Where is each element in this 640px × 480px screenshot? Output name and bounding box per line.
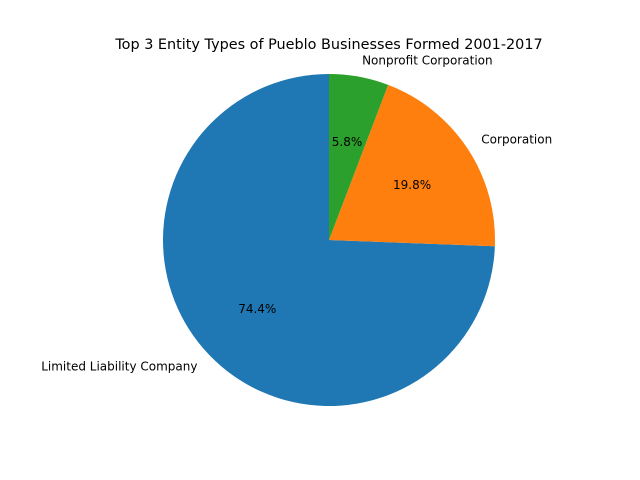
pie-slice-limited-liability-company [162, 74, 495, 406]
slice-percent-label: 5.8% [332, 135, 363, 149]
slice-label: Nonprofit Corporation [362, 53, 493, 67]
slice-label: Limited Liability Company [41, 360, 197, 374]
slice-percent-label: 74.4% [238, 302, 276, 316]
pie-slices [162, 74, 495, 406]
pie-slice-nonprofit-corporation [329, 74, 389, 240]
pie-labels: Limited Liability Company 74.4% Corporatio… [41, 53, 552, 373]
slice-label: Corporation [481, 132, 552, 146]
chart-title: Top 3 Entity Types of Pueblo Businesses … [114, 37, 542, 53]
pie-slice-corporation [329, 84, 495, 247]
slice-percent-label: 19.8% [393, 178, 431, 192]
